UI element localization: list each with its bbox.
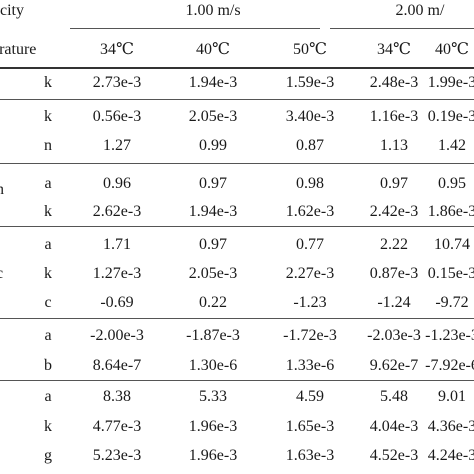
group-divider	[0, 226, 474, 227]
temp-header-4: 34℃	[377, 41, 411, 58]
table-cell: 2.22	[380, 236, 408, 253]
table-cell: 4.52e-3	[369, 447, 419, 464]
table-cell: 1.62e-3	[285, 203, 335, 220]
model-label: n	[0, 181, 4, 198]
temp-header-3: 50℃	[293, 41, 327, 58]
param-label: c	[44, 294, 52, 311]
table-cell: -2.03e-3	[367, 327, 421, 344]
table-cell: -9.72	[435, 294, 469, 311]
table-cell: 9.62e-7	[369, 357, 419, 374]
speed-2-header: 2.00 m/	[395, 2, 445, 19]
group-divider	[0, 99, 474, 100]
table-cell: -2.00e-3	[90, 327, 144, 344]
table-cell: 5.48	[380, 388, 408, 405]
table-cell: 1.63e-3	[285, 447, 335, 464]
param-label: k	[44, 418, 52, 435]
table-cell: 2.27e-3	[285, 265, 335, 282]
table-cell: 5.33	[199, 388, 227, 405]
table-cell: 1.94e-3	[188, 74, 238, 91]
table-cell: 1.96e-3	[188, 447, 238, 464]
table-cell: -1.72e-3	[283, 327, 337, 344]
temp-header-2: 40℃	[196, 41, 230, 58]
speed-1-header: 1.00 m/s	[185, 2, 241, 19]
temp-header-1: 34℃	[100, 41, 134, 58]
model-label: c	[0, 266, 3, 282]
table-cell: 1.65e-3	[285, 418, 335, 435]
table-cell: 1.99e-3	[427, 74, 474, 91]
table-cell: 0.15e-3	[427, 265, 474, 282]
param-label: k	[44, 203, 52, 220]
table-cell: 0.56e-3	[92, 108, 142, 125]
table-cell: 1.59e-3	[285, 74, 335, 91]
table-cell: 1.94e-3	[188, 203, 238, 220]
param-label: k	[44, 108, 52, 125]
table-cell: -1.23e-3	[425, 327, 474, 344]
temperature-header: erature	[0, 41, 37, 58]
table-cell: 1.71	[103, 236, 131, 253]
table-cell: 0.97	[199, 175, 227, 192]
table-cell: 1.86e-3	[427, 203, 474, 220]
speed-2-underline	[330, 28, 474, 29]
table-cell: 4.04e-3	[369, 418, 419, 435]
temp-header-5: 40℃	[435, 41, 469, 58]
table-cell: 0.19e-3	[427, 108, 474, 125]
table-cell: 0.77	[296, 236, 324, 253]
table-cell: 2.42e-3	[369, 203, 419, 220]
param-label: n	[44, 137, 52, 154]
velocity-header: ocity	[0, 2, 24, 19]
table-cell: 1.16e-3	[369, 108, 419, 125]
table-cell: 1.42	[438, 137, 466, 154]
table-cell: -1.87e-3	[186, 327, 240, 344]
table-cell: 4.77e-3	[92, 418, 142, 435]
table-cell: 4.36e-3	[427, 418, 474, 435]
table-cell: 9.01	[438, 388, 466, 405]
table-cell: 2.05e-3	[188, 108, 238, 125]
table-cell: 1.30e-6	[188, 357, 238, 374]
table-cell: -7.92e-6	[425, 357, 474, 374]
table-cell: 1.33e-6	[285, 357, 335, 374]
table-cell: 1.96e-3	[188, 418, 238, 435]
param-label: k	[44, 74, 52, 91]
table-cell: 2.48e-3	[369, 74, 419, 91]
table-cell: 3.40e-3	[285, 108, 335, 125]
table-cell: 8.38	[103, 388, 131, 405]
table-cell: 1.13	[380, 137, 408, 154]
group-divider	[0, 163, 474, 164]
table-cell: 0.97	[380, 175, 408, 192]
speed-1-underline	[70, 28, 320, 29]
table-cell: 0.99	[199, 137, 227, 154]
group-divider	[0, 318, 474, 319]
table-cell: 0.96	[103, 175, 131, 192]
table-cell: 8.64e-7	[92, 357, 142, 374]
param-label: k	[44, 265, 52, 282]
table-cell: -1.24	[377, 294, 411, 311]
table-cell: 5.23e-3	[92, 447, 142, 464]
table-cell: 0.98	[296, 175, 324, 192]
table-cell: 10.74	[434, 236, 470, 253]
table-cell: 0.97	[199, 236, 227, 253]
param-label: g	[44, 447, 52, 464]
group-divider	[0, 380, 474, 381]
table-cell: -1.23	[293, 294, 327, 311]
table-cell: 1.27e-3	[92, 265, 142, 282]
param-label: b	[44, 357, 52, 374]
table-cell: 4.59	[296, 388, 324, 405]
table-cell: -0.69	[100, 294, 134, 311]
table-cell: 4.24e-3	[427, 447, 474, 464]
table-cell: 0.95	[438, 175, 466, 192]
param-label: a	[44, 236, 52, 253]
table-cell: 0.22	[199, 294, 227, 311]
header-divider	[0, 67, 474, 69]
table-cell: 2.05e-3	[188, 265, 238, 282]
table-cell: 0.87	[296, 137, 324, 154]
param-label: a	[44, 327, 52, 344]
param-label: a	[44, 388, 52, 405]
table-cell: 2.73e-3	[92, 74, 142, 91]
table-cell: 1.27	[103, 137, 131, 154]
table-cell: 2.62e-3	[92, 203, 142, 220]
table-cell: 0.87e-3	[369, 265, 419, 282]
param-label: a	[44, 175, 52, 192]
